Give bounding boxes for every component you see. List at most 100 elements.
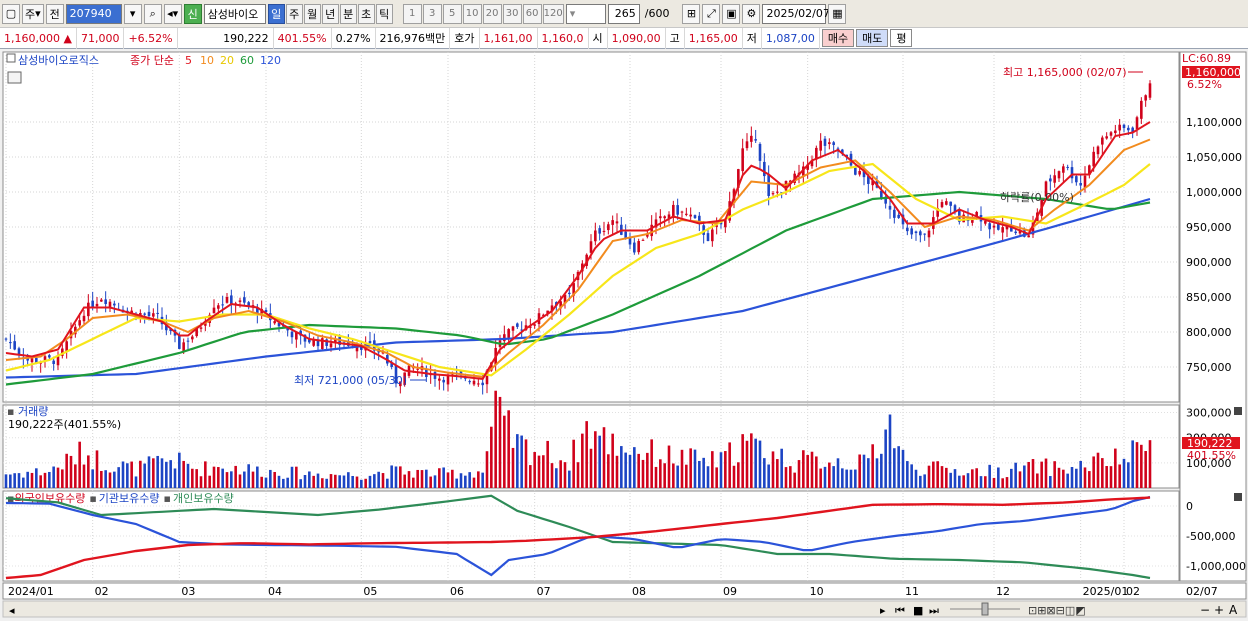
price-tick-label: 950,000 (1186, 221, 1232, 234)
volume-bar (56, 467, 60, 488)
volume-bar (1066, 473, 1069, 488)
interval-tab-30[interactable]: 30 (502, 3, 522, 24)
volume-bar (771, 451, 775, 488)
interval-tab-60[interactable]: 60 (522, 3, 542, 24)
turnover-pct: 0.27% (332, 27, 376, 49)
chart-tools-icon[interactable]: ⊞ (682, 3, 701, 24)
scroll-stop-icon[interactable]: ■ (913, 604, 923, 617)
scroll-last-icon[interactable]: ⏭ (929, 604, 939, 617)
zoom-out-icon[interactable]: − (1200, 603, 1210, 617)
candle-body (468, 381, 471, 383)
scroll-track[interactable] (2, 600, 1247, 618)
interval-dropdown[interactable]: ▾ (565, 3, 606, 24)
volume-bar (823, 466, 827, 488)
volume-bar (425, 469, 428, 488)
interval-tab-3[interactable]: 3 (422, 3, 442, 24)
volume-bar (407, 471, 411, 488)
candle-body (1101, 137, 1104, 145)
zoom-slider-handle[interactable] (981, 602, 989, 616)
count-input[interactable]: 265 (607, 3, 640, 24)
volume-close-icon[interactable] (1234, 407, 1242, 415)
volume-bar (680, 449, 684, 488)
code-dropdown-icon[interactable]: ▾ (123, 3, 142, 24)
speaker-icon[interactable]: ◂▾ (163, 3, 182, 24)
window-icon[interactable]: ▢ (2, 3, 20, 24)
stock-code-input[interactable]: 207940 (65, 3, 122, 24)
volume-bar (516, 434, 519, 488)
volume-bar (225, 472, 229, 488)
volume-bar (945, 467, 948, 488)
eval-button[interactable]: 평 (890, 29, 913, 47)
candle-body (355, 346, 359, 352)
gear-icon[interactable]: ⚙ (742, 3, 761, 24)
interval-tab-5[interactable]: 5 (442, 3, 462, 24)
open-label: 시 (589, 27, 608, 49)
zoom-in-icon[interactable]: + (1214, 603, 1224, 617)
candle-body (35, 357, 38, 363)
period-tab-6[interactable]: 틱 (375, 3, 393, 24)
holdings-close-icon[interactable] (1234, 493, 1242, 501)
volume-bar (4, 474, 8, 488)
candle-body (767, 174, 770, 196)
period-tab-1[interactable]: 주 (285, 3, 303, 24)
save-icon[interactable]: ▣ (722, 3, 741, 24)
period-tab-2[interactable]: 월 (303, 3, 321, 24)
interval-tab-120[interactable]: 120 (542, 3, 564, 24)
interval-tab-10[interactable]: 10 (462, 3, 482, 24)
volume-bar (828, 462, 831, 488)
volume-value-label: 190,222주(401.55%) (8, 418, 121, 431)
legend-box-icon[interactable] (6, 53, 16, 63)
volume-bar (758, 440, 762, 488)
candle-body (624, 231, 627, 239)
volume-bar (979, 476, 983, 488)
new-listing-badge[interactable]: 신 (183, 3, 202, 24)
interval-tab-20[interactable]: 20 (482, 3, 502, 24)
candle-body (901, 214, 905, 225)
mode-select[interactable]: 주 ▾ (22, 3, 44, 24)
stock-name-field[interactable]: 삼성바이오 (203, 3, 266, 24)
volume-bar (1148, 440, 1152, 488)
scroll-first-icon[interactable]: ⏮ (895, 604, 905, 617)
candle-body (871, 180, 874, 186)
buy-button[interactable]: 매수 (821, 29, 855, 47)
candle-body (199, 327, 203, 329)
search-icon[interactable]: ⌕ (143, 3, 162, 24)
candle-body (182, 342, 185, 353)
volume-bar (438, 468, 441, 488)
volume-bar (1114, 448, 1117, 488)
volume-bar (702, 457, 705, 488)
volume-bar (303, 475, 307, 488)
prev-button[interactable]: 전 (45, 3, 64, 24)
font-size-icon[interactable]: A (1229, 603, 1238, 617)
period-tab-4[interactable]: 분 (339, 3, 357, 24)
volume-bar (334, 474, 337, 488)
table-icon[interactable] (7, 71, 22, 84)
volume-bar (442, 467, 445, 488)
scroll-right-icon[interactable]: ▸ (880, 604, 886, 617)
holdings-y-axis: 0 -500,000 -1,000,000 (1186, 500, 1246, 573)
scroll-left-icon[interactable]: ◂ (9, 604, 15, 617)
candle-body (988, 223, 991, 230)
volume-bar (910, 464, 913, 488)
x-tick-label: 03 (181, 585, 195, 598)
candle-body (1088, 165, 1091, 176)
zoom-tools-icon[interactable]: ⊡⊞⊠⊟◫◩ (1028, 604, 1086, 617)
candle-body (17, 348, 21, 355)
period-tab-5[interactable]: 초 (357, 3, 375, 24)
holdings-marker-3: ▪ (164, 492, 171, 505)
volume-bar (260, 476, 263, 488)
period-tab-0[interactable]: 일 (267, 3, 285, 24)
sell-button[interactable]: 매도 (856, 29, 889, 47)
candle-body (516, 323, 519, 327)
volume-bar (698, 460, 701, 488)
candle-body (1005, 224, 1009, 230)
date-input[interactable]: 2025/02/07 (762, 3, 830, 24)
volume-bar (355, 476, 359, 488)
period-tab-3[interactable]: 년 (321, 3, 339, 24)
candle-body (1148, 83, 1152, 98)
compare-icon[interactable]: ⤢ (702, 3, 721, 24)
volume-bar (637, 453, 640, 488)
ask-label: 호가 (450, 27, 480, 49)
calendar-icon[interactable]: ▦ (828, 3, 847, 24)
interval-tab-1[interactable]: 1 (402, 3, 422, 24)
